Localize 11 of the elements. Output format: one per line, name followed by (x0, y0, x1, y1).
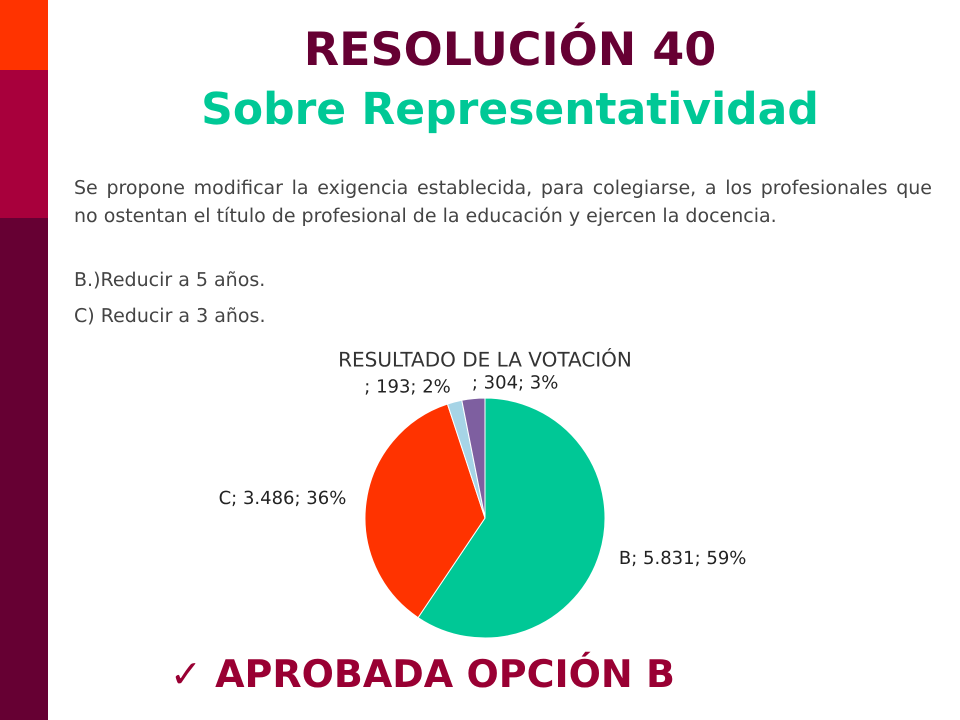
text: RESULTADO DE LA VOTACIÓN (338, 348, 632, 372)
slice-label: B; 5.831; 59% (618, 548, 746, 569)
slice-label: C; 3.486; 36% (218, 488, 346, 509)
text: C) Reducir a 3 años. (74, 304, 266, 329)
text: ✓ APROBADA OPCIÓN B (170, 652, 675, 696)
chart-title: RESOLUCIÓN 40 (302, 22, 718, 76)
text: B.)Reducir a 5 años. (74, 268, 266, 293)
data-label: ; 304; 3% (472, 372, 558, 394)
text: Se propone modificar la exigencia establecida, para colegiarse, a los profesionales que no ostentan el título de profesional de la educación y ejercen la docencia. (74, 176, 932, 229)
chart-subtitle: Sobre Representatividad (200, 84, 820, 135)
data-label: ; 193; 2% (364, 376, 451, 398)
